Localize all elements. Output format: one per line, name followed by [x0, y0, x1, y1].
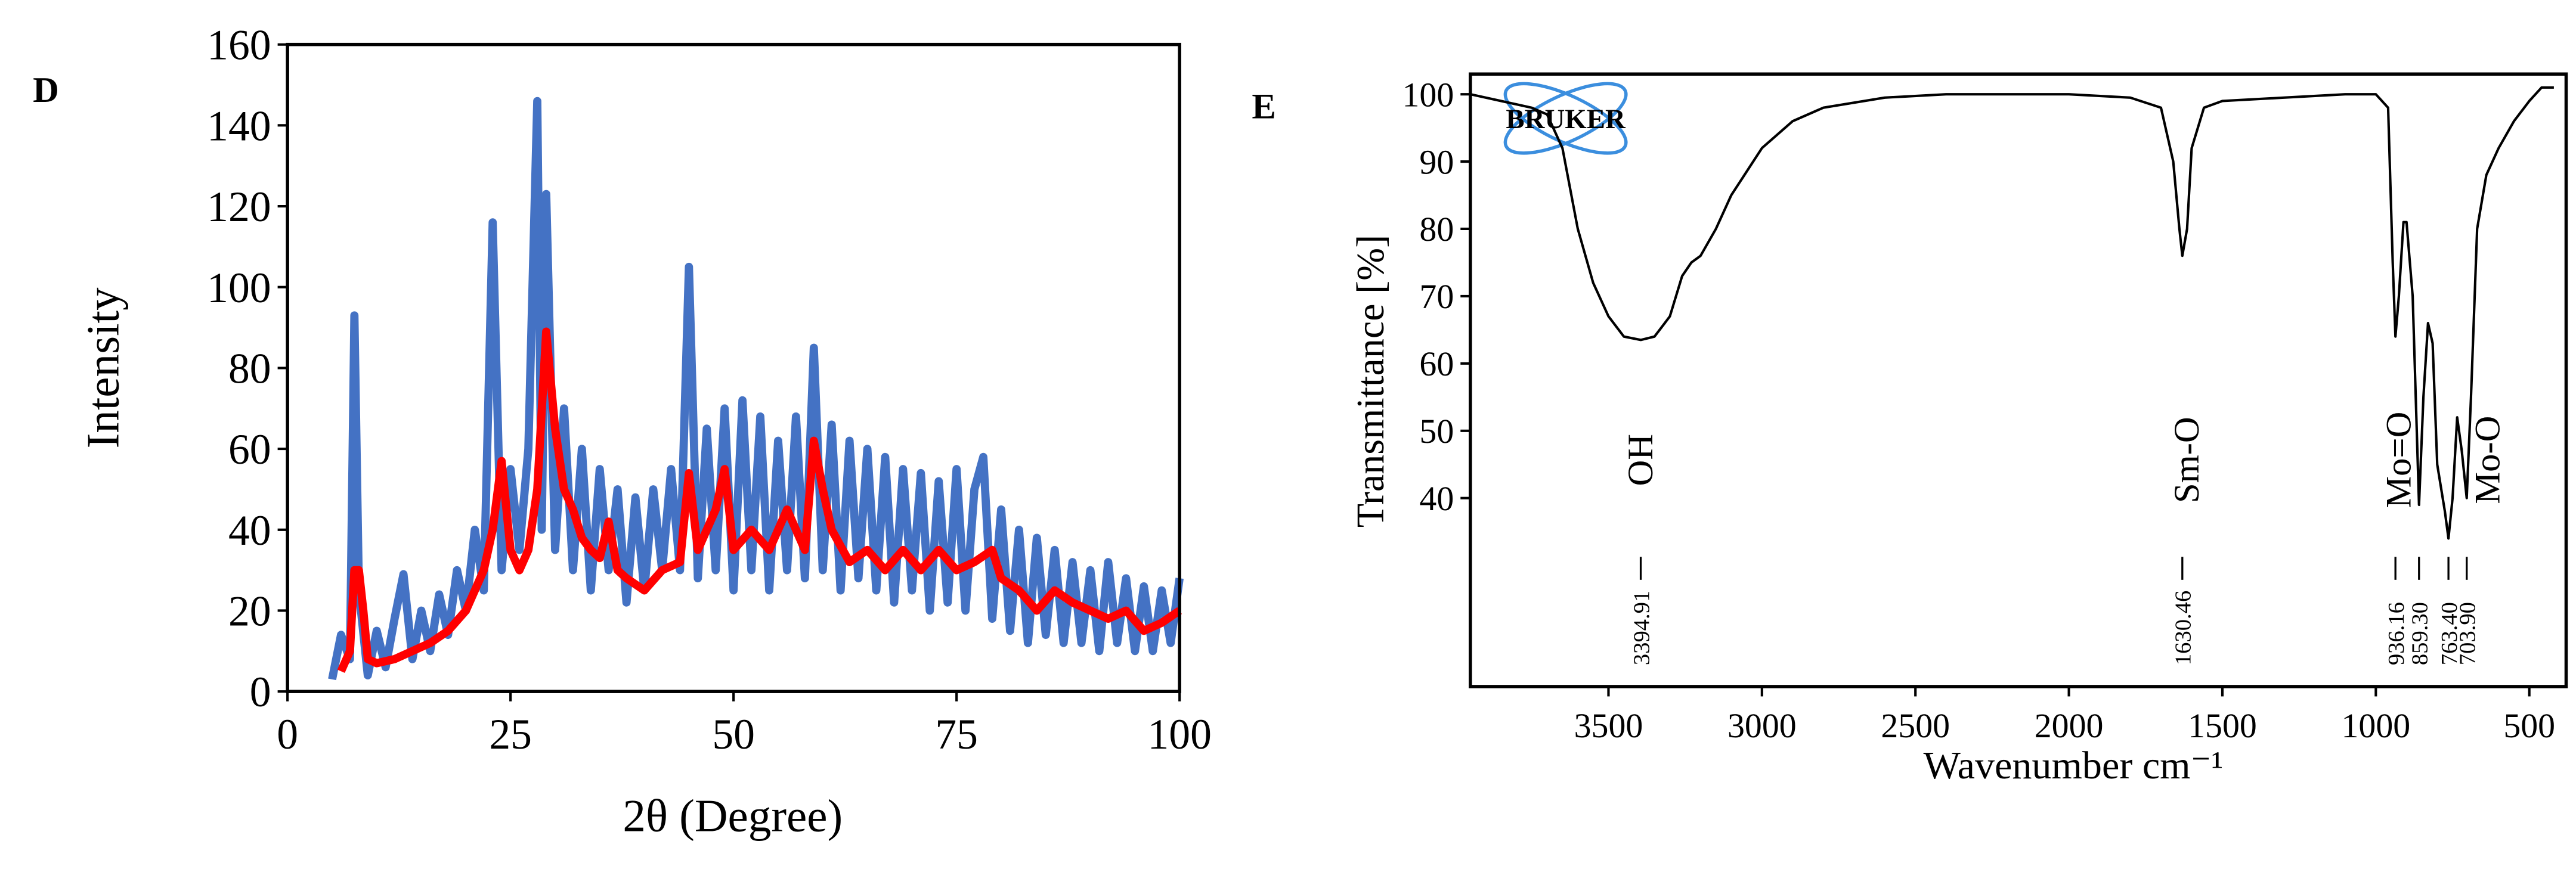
x-tick-label: 50 [712, 711, 755, 758]
y-axis-label: Intensity [77, 287, 128, 448]
peak-label: 3394.91 [1629, 591, 1654, 665]
y-tick-label: 40 [1419, 479, 1454, 518]
y-tick-label: 80 [1419, 210, 1454, 249]
x-tick-label: 75 [935, 711, 978, 758]
y-tick-label: 60 [1419, 345, 1454, 383]
y-tick-label: 140 [207, 103, 271, 150]
peak-label: 703.90 [2456, 602, 2481, 665]
x-tick-label: 3500 [1574, 706, 1643, 745]
annotation: Mo=O [2379, 412, 2419, 508]
x-tick-label: 2000 [2035, 706, 2104, 745]
peak-label: 1630.46 [2171, 591, 2196, 665]
y-tick-label: 90 [1419, 142, 1454, 181]
annotation: Mo-O [2468, 416, 2508, 504]
x-tick-label: 1500 [2188, 706, 2257, 745]
x-tick-label: 0 [277, 711, 298, 758]
y-tick-label: 20 [228, 588, 271, 635]
data-line [1470, 86, 2554, 540]
y-tick-label: 80 [228, 345, 271, 392]
x-tick-label: 500 [2503, 706, 2555, 745]
y-tick-label: 100 [207, 265, 271, 312]
y-tick-label: 70 [1419, 277, 1454, 316]
bruker-logo [1503, 82, 1628, 155]
y-tick-label: 60 [228, 426, 271, 473]
y-tick-label: 40 [228, 507, 271, 554]
logo-orbit [1503, 82, 1628, 155]
peak-label: 763.40 [2437, 602, 2462, 665]
y-tick-label: 100 [1402, 75, 1454, 114]
x-axis-label: Wavenumber cm⁻¹ [1924, 744, 2224, 787]
x-tick-label: 2500 [1881, 706, 1950, 745]
y-tick-label: 0 [250, 669, 271, 716]
data-line [337, 327, 1182, 674]
logo-text: BRUKER [1506, 104, 1626, 135]
logo-orbit [1503, 82, 1628, 155]
x-tick-label: 3000 [1727, 706, 1797, 745]
x-axis-label: 2θ (Degree) [623, 790, 843, 841]
y-tick-label: 50 [1419, 412, 1454, 451]
x-tick-label: 1000 [2341, 706, 2410, 745]
panel-label: D [33, 70, 59, 110]
peak-label: 859.30 [2408, 602, 2433, 665]
y-axis-label: Transmittance [%] [1349, 235, 1392, 527]
y-tick-label: 120 [207, 184, 271, 231]
plot-frame [1469, 72, 2568, 688]
plot-frame [286, 42, 1181, 693]
annotation: Sm-O [2167, 417, 2207, 503]
y-tick-label: 160 [207, 22, 271, 69]
x-tick-label: 25 [489, 711, 532, 758]
panel-label: E [1252, 87, 1275, 127]
peak-label: 936.16 [2384, 602, 2409, 665]
x-tick-label: 100 [1147, 711, 1211, 758]
annotation: OH [1621, 434, 1661, 486]
